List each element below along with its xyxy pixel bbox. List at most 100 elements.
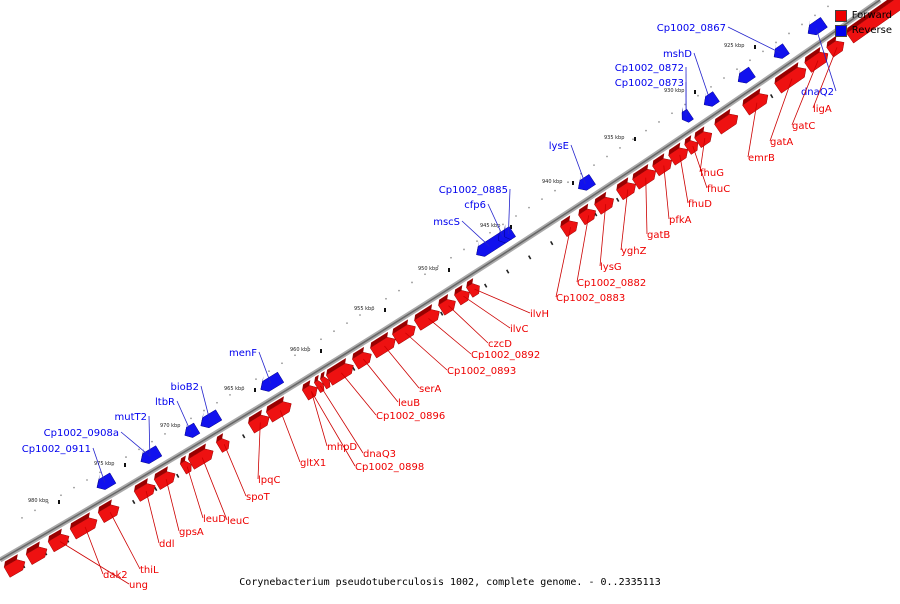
gene-arrow-reverse[interactable] [682, 109, 694, 122]
gene-label[interactable]: pfkA [669, 215, 692, 226]
gene-arrow-forward[interactable] [714, 114, 737, 134]
scale-dot [112, 464, 114, 466]
scale-dot [21, 517, 23, 519]
scale-dot [424, 273, 426, 275]
track-mark [770, 94, 773, 98]
gene-label[interactable]: Cp1002_0908a [44, 428, 119, 439]
scale-dot [736, 68, 738, 70]
scale-dot [593, 164, 595, 166]
gene-label[interactable]: Cp1002_0896 [376, 411, 445, 422]
gene-label[interactable]: menF [229, 348, 257, 359]
scale-dot [216, 402, 218, 404]
scale-dot [801, 24, 803, 26]
gene-label[interactable]: fhuC [707, 184, 730, 195]
scale-dot [723, 77, 725, 79]
scale-dot [567, 181, 569, 183]
scale-tick-label: 975 kbp [94, 461, 114, 467]
gene-label-leader [428, 318, 471, 354]
gene-arrow-reverse[interactable] [201, 410, 222, 428]
gene-label[interactable]: ilvH [530, 309, 549, 320]
gene-label[interactable]: Cp1002_0898 [355, 462, 424, 473]
scale-dot [203, 410, 205, 412]
legend-item-reverse: Reverse [835, 23, 892, 38]
scale-dot [619, 147, 621, 149]
gene-label[interactable]: leuD [203, 514, 226, 525]
gene-label[interactable]: Cp1002_0872 [615, 63, 684, 74]
gene-label[interactable]: Cp1002_0882 [577, 278, 646, 289]
legend-swatch-forward [835, 10, 847, 22]
gene-label[interactable]: Cp1002_0911 [22, 444, 91, 455]
gene-arrow-forward[interactable] [180, 461, 191, 474]
gene-label[interactable]: leuB [398, 398, 420, 409]
scale-tick-mark [572, 181, 574, 185]
gene-label[interactable]: Cp1002_0893 [447, 366, 516, 377]
scale-dot [47, 502, 49, 504]
gene-label[interactable]: lysE [549, 141, 569, 152]
gene-label-leader [680, 155, 688, 203]
gene-arrow-reverse[interactable] [738, 67, 755, 83]
legend-label-forward: Forward [852, 10, 892, 21]
scale-dot [450, 257, 452, 259]
gene-arrow-reverse[interactable] [185, 423, 200, 438]
gene-label[interactable]: fhuD [688, 199, 712, 210]
gene-arrow-forward[interactable] [266, 402, 291, 423]
gene-label[interactable]: yghZ [621, 246, 647, 257]
scale-tick-mark [58, 500, 60, 504]
gene-label[interactable]: gpsA [179, 527, 204, 538]
gene-label[interactable]: Cp1002_0873 [615, 78, 684, 89]
legend-swatch-reverse [835, 25, 847, 37]
map-caption: Corynebacterium pseudotuberculosis 1002,… [0, 577, 900, 588]
gene-label-leader [280, 410, 300, 462]
gene-arrow-reverse[interactable] [504, 227, 515, 240]
track-mark [242, 434, 245, 438]
gene-label[interactable]: czcD [488, 339, 512, 350]
gene-label[interactable]: ddl [159, 539, 174, 550]
scale-tick-label: 940 kbp [542, 179, 562, 185]
gene-label[interactable]: spoT [246, 492, 271, 503]
gene-arrow-reverse[interactable] [261, 372, 284, 391]
gene-label[interactable]: ltbR [155, 397, 175, 408]
gene-label[interactable]: Cp1002_0892 [471, 350, 540, 361]
gene-arrow-reverse[interactable] [97, 473, 116, 490]
gene-label[interactable]: mshD [663, 49, 692, 60]
scale-dot [489, 232, 491, 234]
scale-tick-mark [320, 349, 322, 353]
scale-tick-label: 955 kbp [354, 306, 374, 312]
scale-dot [151, 441, 153, 443]
gene-label[interactable]: thiL [140, 565, 159, 576]
gene-arrow-reverse[interactable] [704, 92, 719, 107]
scale-dot [515, 215, 517, 217]
gene-arrow-reverse[interactable] [578, 174, 595, 190]
scale-dot [385, 298, 387, 300]
track-mark [616, 198, 619, 202]
gene-label-leader [201, 386, 210, 420]
gene-label[interactable]: leuC [227, 516, 249, 527]
track-mark [176, 474, 179, 478]
gene-label[interactable]: cfp6 [464, 200, 486, 211]
scale-dot [60, 494, 62, 496]
gene-label[interactable]: gatA [770, 137, 793, 148]
gene-label[interactable]: ligA [813, 104, 832, 115]
gene-label[interactable]: serA [419, 384, 441, 395]
gene-label[interactable]: bioB2 [171, 382, 199, 393]
gene-label[interactable]: Cp1002_0885 [439, 185, 508, 196]
gene-label[interactable]: mutT2 [115, 412, 147, 423]
gene-label[interactable]: emrB [748, 153, 775, 164]
gene-arrow-reverse[interactable] [141, 446, 162, 464]
scale-dot [775, 42, 777, 44]
gene-label[interactable]: Cp1002_0883 [556, 293, 625, 304]
gene-label-leader [646, 178, 647, 234]
gene-label[interactable]: Cp1002_0867 [657, 23, 726, 34]
gene-label[interactable]: dnaQ3 [363, 449, 396, 460]
gene-arrow-forward[interactable] [414, 310, 439, 331]
gene-arrow-forward[interactable] [70, 518, 97, 539]
gene-label[interactable]: ilvC [510, 324, 528, 335]
gene-label[interactable]: gatB [647, 230, 670, 241]
gene-label[interactable]: gatC [792, 121, 815, 132]
gene-label[interactable]: mscS [433, 217, 460, 228]
gene-label[interactable]: lpqC [258, 475, 280, 486]
gene-label[interactable]: gltX1 [300, 458, 326, 469]
scale-dot [476, 240, 478, 242]
scale-dot [814, 15, 816, 17]
gene-label[interactable]: lysG [600, 262, 622, 273]
